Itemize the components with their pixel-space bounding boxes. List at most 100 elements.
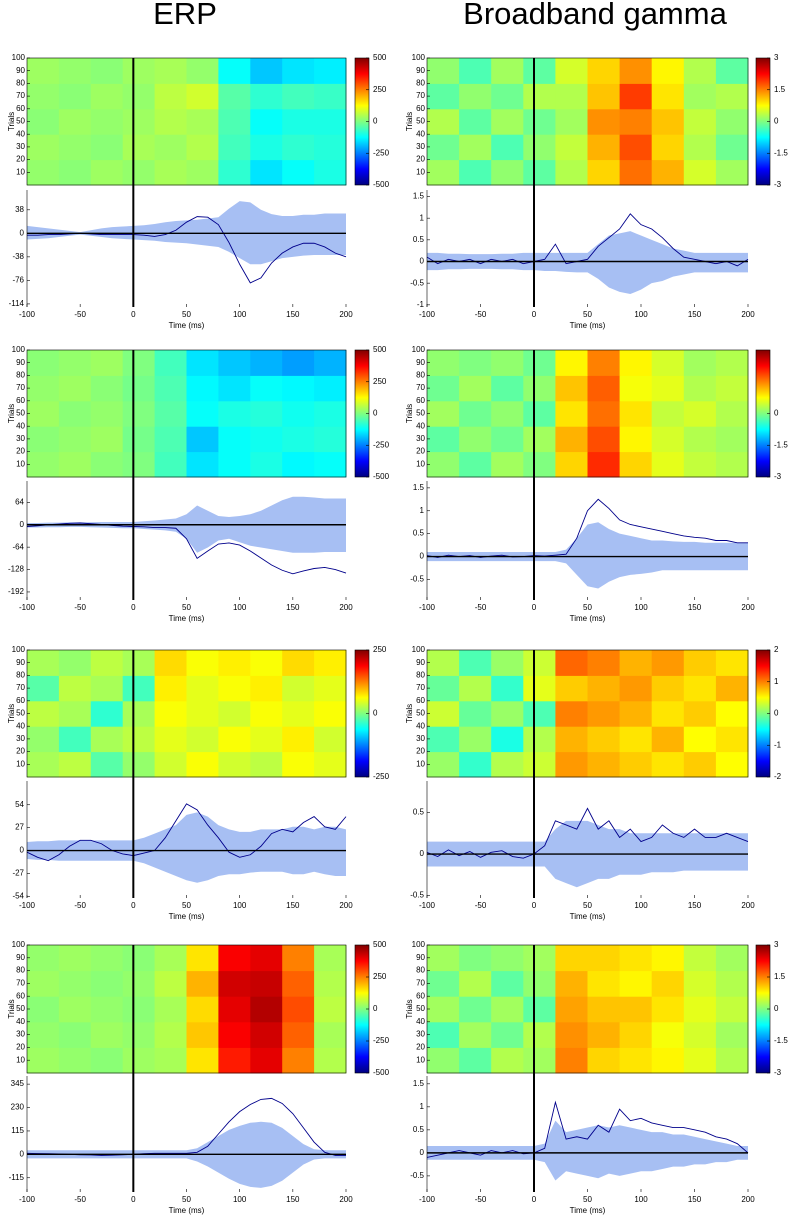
- x-tick-label: -100: [419, 901, 436, 910]
- x-tick-label: 150: [688, 603, 702, 612]
- heatmap-cell: [587, 970, 621, 997]
- y-tick-label: 40: [16, 1017, 25, 1026]
- line: [26, 522, 347, 575]
- heatmap-cell: [218, 970, 251, 997]
- y-tick-label: 60: [416, 696, 425, 705]
- y-tick-label: 90: [16, 66, 25, 75]
- heatmap-cell: [58, 726, 92, 753]
- y-tick-label: 60: [416, 104, 425, 113]
- heatmap-cell: [523, 675, 556, 702]
- heatmap-cell: [27, 945, 60, 972]
- heatmap-cell: [154, 350, 187, 376]
- y-tick-label: 70: [16, 683, 25, 692]
- heatmap-cell: [555, 451, 588, 478]
- heatmap-cell: [459, 350, 492, 376]
- y-tick-label: 100: [412, 940, 426, 949]
- heatmap-cell: [523, 350, 556, 376]
- heatmap-cell: [218, 108, 251, 135]
- heatmap-cell: [186, 426, 219, 453]
- heatmap-cell: [683, 726, 717, 753]
- heatmap-cell: [154, 726, 187, 753]
- heatmap-cell: [250, 700, 283, 727]
- heatmap-cell: [523, 751, 556, 778]
- colorbar-tick-label: -1.5: [774, 1036, 788, 1045]
- heatmap-cell: [154, 426, 187, 453]
- x-tick-label: 150: [286, 603, 300, 612]
- x-axis-label: Time (ms): [570, 1206, 606, 1215]
- colorbar-tick-label: 500: [373, 345, 387, 354]
- heatmap-cell: [651, 159, 685, 186]
- heatmap-cell: [523, 970, 556, 997]
- heatmap-cell: [27, 726, 60, 753]
- heatmap-cell: [314, 1047, 347, 1074]
- y-tick-label: 90: [16, 658, 25, 667]
- heatmap-cell: [683, 1021, 717, 1048]
- heatmap-cell: [587, 675, 621, 702]
- heatmap-cell: [90, 400, 124, 427]
- heatmap-cell: [683, 159, 717, 186]
- y-tick-label: 20: [416, 1043, 425, 1052]
- y-tick-label: 1.5: [413, 483, 425, 492]
- y-tick-label: 30: [16, 142, 25, 151]
- y-tick-label: 30: [416, 1030, 425, 1039]
- y-tick-label: 50: [416, 117, 425, 126]
- heatmap-cell: [27, 970, 60, 997]
- heatmap-cell: [122, 751, 156, 778]
- heatmap-cell: [427, 134, 460, 161]
- heatmap-cell: [27, 700, 60, 727]
- heatmap-cell: [587, 1021, 621, 1048]
- heatmap-cell: [523, 700, 556, 727]
- heatmap-cell: [555, 650, 588, 676]
- heatmap-cell: [27, 1021, 60, 1048]
- heatmap-cell: [186, 83, 219, 110]
- heatmap-cell: [282, 350, 315, 376]
- heatmap-cell: [122, 675, 156, 702]
- heatmap-cell: [587, 134, 621, 161]
- y-tick-label: 50: [416, 709, 425, 718]
- heatmap-cell: [250, 650, 283, 676]
- heatmap-cell: [555, 1021, 588, 1048]
- y-tick-label: 100: [12, 940, 26, 949]
- x-tick-label: 0: [131, 603, 136, 612]
- heatmap-cell: [250, 970, 283, 997]
- heatmap-cell: [651, 451, 685, 478]
- heatmap-cell: [491, 83, 524, 110]
- heatmap-cell: [683, 996, 717, 1023]
- colorbar-tick-label: 0: [774, 709, 779, 718]
- heatmap-cell: [459, 375, 492, 402]
- y-axis-label: Trials: [405, 404, 414, 423]
- y-tick-label: 90: [16, 953, 25, 962]
- heatmap-cell: [683, 970, 717, 997]
- heatmap-cell: [218, 700, 251, 727]
- y-tick-label: 10: [416, 759, 425, 768]
- heatmap-cell: [250, 108, 283, 135]
- heatmap-cell: [491, 426, 524, 453]
- y-tick-label: -64: [12, 542, 24, 551]
- heatmap-cell: [619, 426, 653, 453]
- heatmap-cell: [282, 1047, 315, 1074]
- heatmap-cell: [314, 945, 347, 972]
- heatmap-cell: [459, 700, 492, 727]
- x-tick-label: 100: [233, 603, 247, 612]
- y-tick-label: 0: [420, 1148, 425, 1157]
- heatmap-cell: [282, 58, 315, 84]
- y-axis-label: Trials: [7, 704, 16, 723]
- heatmap-cell: [683, 650, 717, 676]
- heatmap-cell: [715, 996, 749, 1023]
- heatmap-cell: [282, 700, 315, 727]
- heatmap-cell: [250, 675, 283, 702]
- heatmap-cell: [314, 451, 347, 478]
- x-tick-label: 100: [233, 1195, 247, 1204]
- y-tick-label: 60: [16, 696, 25, 705]
- heatmap-cell: [154, 400, 187, 427]
- x-tick-label: 100: [634, 603, 648, 612]
- x-tick-label: 50: [182, 310, 191, 319]
- heatmap-cell: [587, 400, 621, 427]
- y-tick-label: 20: [16, 447, 25, 456]
- heatmap-cell: [555, 108, 588, 135]
- heatmap-cell: [154, 751, 187, 778]
- y-tick-label: 1.5: [413, 192, 425, 201]
- x-tick-label: 200: [741, 603, 755, 612]
- heatmap-cell: [282, 108, 315, 135]
- band: [27, 812, 346, 883]
